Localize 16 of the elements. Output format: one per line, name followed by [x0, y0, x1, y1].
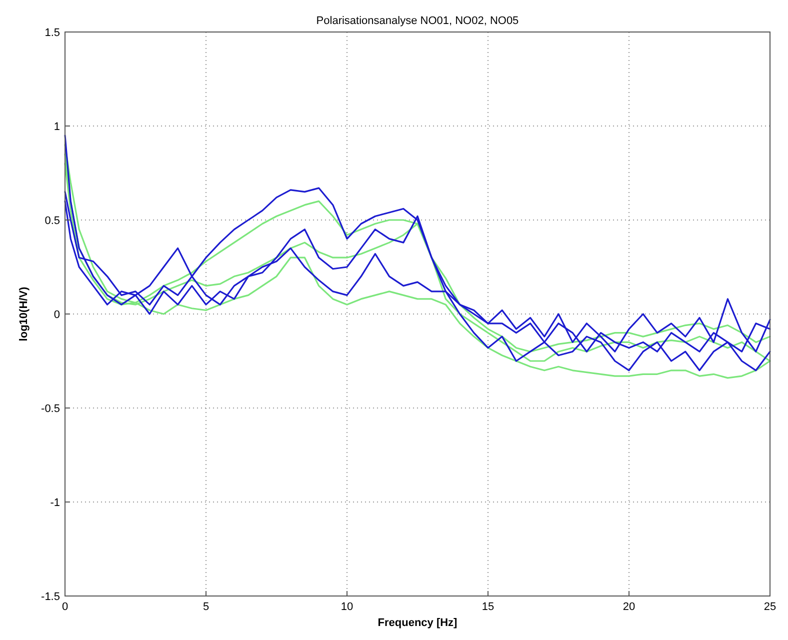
x-tick-label: 0 [62, 601, 68, 613]
x-axis-title: Frequency [Hz] [378, 617, 458, 629]
y-tick-label: 0.5 [44, 215, 60, 227]
x-tick-label: 15 [482, 601, 494, 613]
y-tick-label: -1 [50, 497, 60, 509]
y-tick-label: 0 [54, 309, 60, 321]
x-tick-label: 25 [764, 601, 776, 613]
y-tick-label: 1.5 [44, 27, 60, 39]
chart-title: Polarisationsanalyse NO01, NO02, NO05 [316, 15, 519, 27]
y-axis-title: log10(H/V) [18, 286, 30, 342]
x-tick-label: 20 [622, 601, 636, 613]
y-tick-label: 1 [54, 121, 60, 133]
x-tick-label: 10 [340, 601, 354, 613]
x-tick-label: 5 [202, 601, 210, 613]
y-tick-label: -0.5 [41, 403, 60, 415]
y-tick-label: -1.5 [41, 591, 60, 603]
